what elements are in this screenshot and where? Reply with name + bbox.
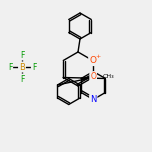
Text: F: F <box>20 50 24 59</box>
Text: B: B <box>19 62 25 71</box>
Text: N: N <box>90 95 97 104</box>
Text: O: O <box>90 72 96 81</box>
Text: +: + <box>95 54 100 59</box>
Text: F: F <box>20 74 24 83</box>
Text: O: O <box>89 56 96 65</box>
Text: F: F <box>32 62 36 71</box>
Text: CH₃: CH₃ <box>102 74 114 79</box>
Text: F: F <box>8 62 12 71</box>
